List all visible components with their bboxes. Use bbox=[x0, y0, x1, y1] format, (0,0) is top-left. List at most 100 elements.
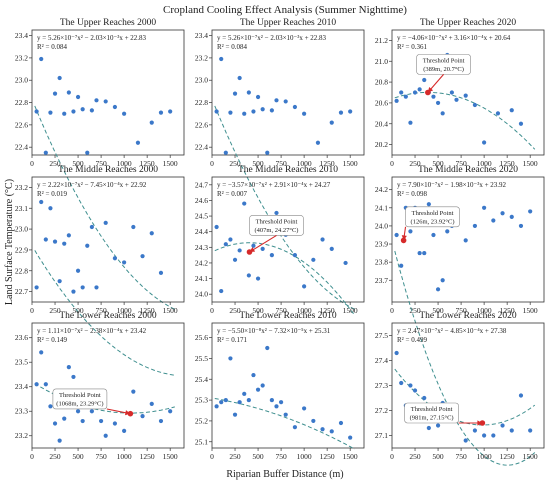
panel-title: The Lower Reaches 2020 bbox=[419, 311, 517, 321]
data-point bbox=[71, 374, 76, 380]
r-squared-label: R² = 0.084 bbox=[37, 43, 67, 51]
y-tick-label: 22.8 bbox=[195, 98, 208, 107]
data-point bbox=[435, 423, 441, 428]
y-tick-label: 23.0 bbox=[195, 76, 208, 85]
r-squared-label: R² = 0.171 bbox=[217, 336, 247, 344]
data-point bbox=[135, 140, 141, 145]
plot-frame bbox=[391, 176, 545, 303]
y-axis-label: Land Surface Temperature (°C) bbox=[4, 179, 15, 305]
plot-frame bbox=[31, 322, 185, 449]
data-point bbox=[265, 345, 270, 351]
x-tick-label: 500 bbox=[252, 306, 264, 315]
y-tick-label: 22.6 bbox=[195, 120, 208, 129]
y-tick-label: 23.6 bbox=[15, 333, 28, 342]
data-point bbox=[158, 270, 164, 275]
data-point bbox=[426, 202, 431, 207]
y-tick-label: 25.1 bbox=[195, 437, 208, 446]
trend-curve bbox=[394, 250, 536, 466]
data-point bbox=[214, 404, 219, 409]
x-tick-label: 500 bbox=[72, 452, 84, 461]
threshold-point bbox=[425, 89, 431, 96]
data-point bbox=[122, 428, 127, 433]
data-point bbox=[62, 241, 67, 246]
data-point bbox=[265, 150, 270, 155]
y-tick-label: 23.2 bbox=[15, 431, 28, 440]
y-tick-label: 23.2 bbox=[15, 183, 28, 192]
x-tick-label: 750 bbox=[275, 159, 287, 168]
x-tick-label: 1500 bbox=[523, 306, 538, 315]
x-tick-label: 500 bbox=[252, 452, 264, 461]
y-tick-label: 23.1 bbox=[15, 204, 28, 213]
x-tick-label: 500 bbox=[252, 159, 264, 168]
x-tick-label: 750 bbox=[95, 306, 107, 315]
data-point bbox=[394, 232, 399, 238]
data-point bbox=[311, 418, 316, 424]
data-point bbox=[66, 233, 71, 238]
r-squared-label: R² = 0.019 bbox=[37, 190, 67, 198]
x-tick-label: 250 bbox=[49, 159, 61, 168]
y-tick-label: 24.0 bbox=[375, 221, 388, 230]
data-point bbox=[283, 412, 288, 417]
data-point bbox=[80, 285, 85, 290]
data-point bbox=[518, 393, 524, 398]
x-tick-label: 1500 bbox=[163, 159, 178, 168]
y-tick-label: 22.4 bbox=[15, 143, 28, 152]
annotation-title: Threshold Point bbox=[423, 57, 465, 64]
r-squared-label: R² = 0.084 bbox=[217, 43, 247, 51]
panel-9: The Lower Reaches 2020 0 250 500 750 1000 1250… bbox=[375, 311, 545, 461]
trend-curve bbox=[394, 91, 536, 150]
annotation-value: (407m, 24.27°C) bbox=[255, 227, 299, 234]
y-tick-label: 24.2 bbox=[195, 258, 208, 267]
data-point bbox=[214, 224, 219, 230]
data-point bbox=[435, 100, 441, 106]
data-point bbox=[315, 140, 321, 145]
data-point bbox=[472, 223, 478, 229]
x-tick-label: 0 bbox=[390, 159, 394, 168]
panel-title: The Upper Reaches 2020 bbox=[420, 18, 517, 28]
threshold-point bbox=[127, 410, 134, 417]
y-tick-label: 24.1 bbox=[375, 203, 388, 212]
y-tick-label: 24.3 bbox=[195, 243, 208, 252]
data-point bbox=[122, 111, 127, 116]
x-tick-label: 750 bbox=[275, 452, 287, 461]
x-tick-label: 750 bbox=[455, 306, 467, 315]
x-tick-label: 750 bbox=[455, 452, 467, 461]
x-tick-label: 500 bbox=[72, 306, 84, 315]
data-point bbox=[112, 104, 118, 110]
data-point bbox=[274, 404, 279, 409]
data-point bbox=[168, 109, 173, 114]
data-point bbox=[255, 94, 261, 100]
data-point bbox=[89, 108, 94, 113]
panel-8: The Lower Reaches 2010 0 250 500 750 1000 1250… bbox=[195, 311, 365, 461]
data-point bbox=[348, 109, 353, 114]
data-point bbox=[269, 108, 274, 113]
y-tick-label: 23.8 bbox=[375, 258, 388, 267]
panel-title: The Lower Reaches 2010 bbox=[239, 311, 337, 321]
data-point bbox=[426, 425, 431, 431]
data-point bbox=[66, 90, 71, 95]
data-point bbox=[232, 412, 238, 417]
data-point bbox=[482, 205, 487, 210]
equation-label: y = 2.47×10⁻⁷x² − 4.85×10⁻⁴x + 27.38 bbox=[397, 327, 507, 335]
y-tick-label: 23.3 bbox=[15, 407, 28, 416]
x-tick-label: 250 bbox=[229, 159, 241, 168]
x-tick-label: 1000 bbox=[297, 306, 312, 315]
data-point bbox=[408, 120, 413, 125]
x-tick-label: 0 bbox=[30, 306, 34, 315]
data-point bbox=[463, 438, 468, 443]
panel-5: The Middle Reaches 2010 0 250 500 750 1000 125… bbox=[195, 165, 365, 316]
data-point bbox=[274, 98, 279, 103]
data-point bbox=[242, 201, 247, 206]
x-tick-label: 250 bbox=[409, 159, 421, 168]
equation-label: y = 7.90×10⁻⁷x² − 1.98×10⁻³x + 23.92 bbox=[397, 181, 507, 189]
data-point bbox=[237, 400, 242, 405]
panel-title: The Lower Reaches 2000 bbox=[59, 311, 157, 321]
y-tick-label: 24.1 bbox=[195, 274, 208, 283]
x-tick-label: 250 bbox=[229, 306, 241, 315]
r-squared-label: R² = 0.098 bbox=[397, 190, 427, 198]
data-point bbox=[412, 90, 418, 95]
data-point bbox=[417, 250, 422, 256]
data-point bbox=[302, 284, 307, 289]
data-point bbox=[103, 433, 108, 438]
